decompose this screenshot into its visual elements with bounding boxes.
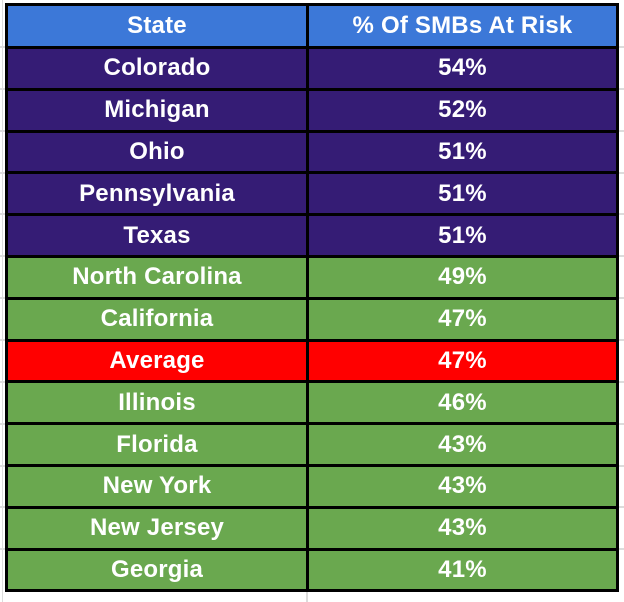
percent-cell[interactable]: 54% <box>306 46 619 91</box>
sheet-gridline-tick <box>0 46 5 48</box>
sheet-gridline-tick <box>0 423 5 425</box>
sheet-gridline-tick <box>617 423 624 425</box>
header-cell-percent[interactable]: % Of SMBs At Risk <box>306 3 619 49</box>
sheet-gridline-tick <box>0 88 5 90</box>
sheet-gridline-vertical-left <box>2 0 3 602</box>
sheet-gridline-tick <box>0 506 5 508</box>
table-row: Michigan 52% <box>5 87 619 133</box>
sheet-gridline-tick <box>0 172 5 174</box>
sheet-gridline-tick <box>0 381 5 383</box>
table-row: Ohio 51% <box>5 129 619 175</box>
table-row: Illinois 46% <box>5 380 619 426</box>
percent-cell[interactable]: 47% <box>306 296 619 342</box>
table-body: Colorado 54% Michigan 52% Ohio 51% Pennsylvani… <box>5 46 619 593</box>
table-row: Florida 43% <box>5 422 619 467</box>
state-cell[interactable]: Illinois <box>5 380 309 426</box>
state-cell[interactable]: California <box>5 296 309 342</box>
table-row: Colorado 54% <box>5 46 619 91</box>
state-cell[interactable]: New York <box>5 463 309 509</box>
sheet-gridline-tick <box>0 213 5 215</box>
sheet-gridline-tick <box>0 339 5 341</box>
sheet-gridline-tick <box>617 339 624 341</box>
state-cell[interactable]: Average <box>5 338 309 384</box>
percent-cell[interactable]: 51% <box>306 129 619 175</box>
sheet-gridline-tick <box>0 465 5 467</box>
state-cell[interactable]: North Carolina <box>5 254 309 300</box>
percent-cell[interactable]: 43% <box>306 463 619 509</box>
sheet-gridline-tick <box>0 548 5 550</box>
sheet-gridline-tick <box>617 465 624 467</box>
percent-cell[interactable]: 43% <box>306 422 619 467</box>
table-row: New York 43% <box>5 463 619 509</box>
percent-cell[interactable]: 52% <box>306 87 619 133</box>
percent-cell[interactable]: 51% <box>306 171 619 217</box>
sheet-gridline-tick <box>617 213 624 215</box>
sheet-gridline-tick <box>617 506 624 508</box>
header-cell-state[interactable]: State <box>5 3 309 49</box>
smb-risk-table: State % Of SMBs At Risk Colorado 54% Michi… <box>5 3 619 593</box>
sheet-gridline-tick <box>617 381 624 383</box>
percent-cell[interactable]: 51% <box>306 213 619 258</box>
state-cell[interactable]: Florida <box>5 422 309 467</box>
sheet-gridline-tick <box>617 172 624 174</box>
header-row: State % Of SMBs At Risk <box>5 3 619 49</box>
table-row: Georgia 41% <box>5 547 619 593</box>
sheet-gridline-tick <box>617 255 624 257</box>
state-cell[interactable]: Ohio <box>5 129 309 175</box>
state-cell[interactable]: Michigan <box>5 87 309 133</box>
percent-cell[interactable]: 41% <box>306 547 619 593</box>
sheet-gridline-tick <box>0 297 5 299</box>
state-cell[interactable]: Texas <box>5 213 309 258</box>
sheet-gridline-tick <box>617 548 624 550</box>
state-cell[interactable]: New Jersey <box>5 505 309 551</box>
state-cell[interactable]: Pennsylvania <box>5 171 309 217</box>
table-row: New Jersey 43% <box>5 505 619 551</box>
percent-cell[interactable]: 46% <box>306 380 619 426</box>
sheet-gridline-vertical-bottom <box>306 590 308 602</box>
sheet-gridline-tick <box>0 255 5 257</box>
state-cell[interactable]: Colorado <box>5 46 309 91</box>
percent-cell[interactable]: 43% <box>306 505 619 551</box>
sheet-gridline-tick <box>617 46 624 48</box>
table-row: Texas 51% <box>5 213 619 258</box>
sheet-gridline-tick <box>0 130 5 132</box>
sheet-gridline-tick <box>617 297 624 299</box>
table-row: California 47% <box>5 296 619 342</box>
table-row: North Carolina 49% <box>5 254 619 300</box>
sheet-gridline-tick <box>617 130 624 132</box>
state-cell[interactable]: Georgia <box>5 547 309 593</box>
percent-cell[interactable]: 47% <box>306 338 619 384</box>
percent-cell[interactable]: 49% <box>306 254 619 300</box>
table-row: Pennsylvania 51% <box>5 171 619 217</box>
sheet-gridline-tick <box>617 88 624 90</box>
table-row: Average 47% <box>5 338 619 384</box>
